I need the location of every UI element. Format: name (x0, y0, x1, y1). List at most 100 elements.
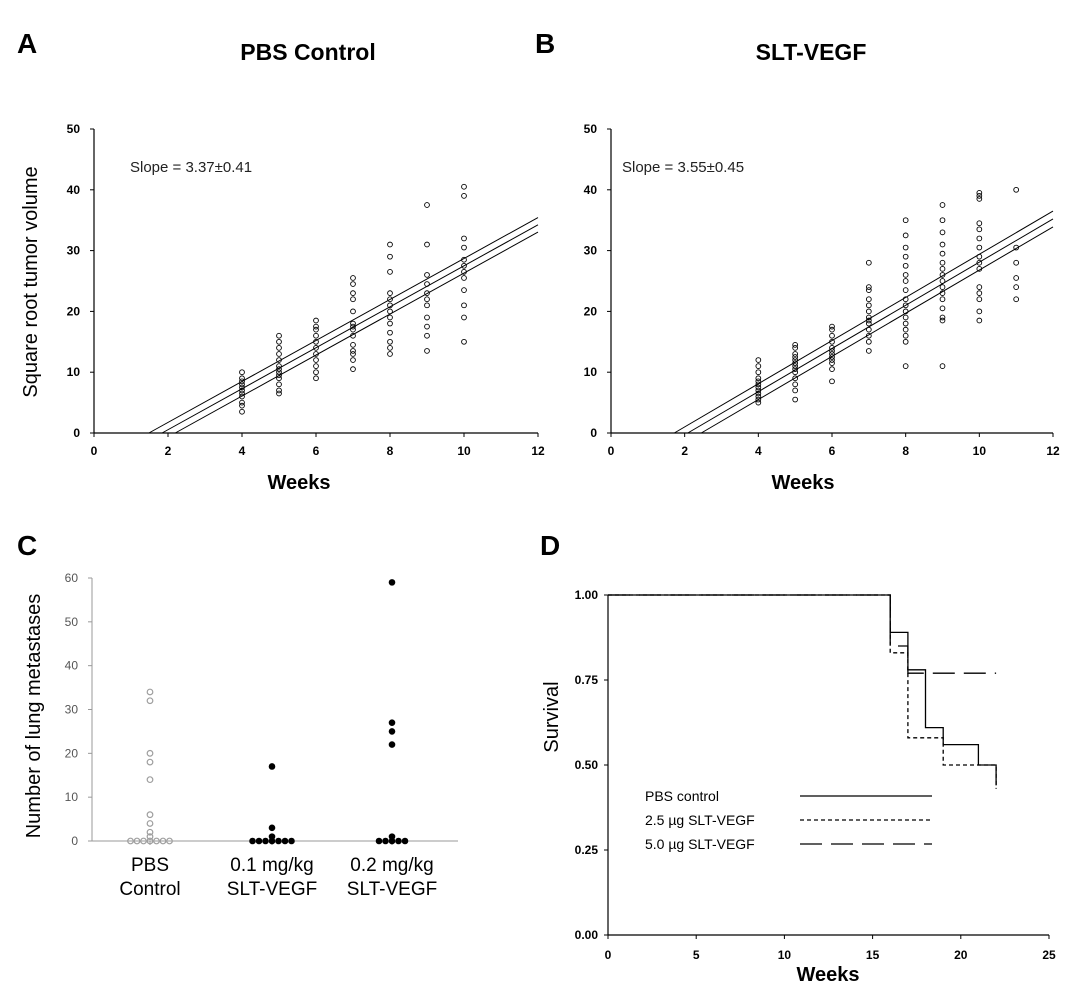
panel-d-series-line-3 (608, 594, 997, 674)
panel-a-xtick-label: 8 (387, 444, 394, 458)
panel-b-data-point (792, 345, 799, 351)
panel-c-category-label: Control (119, 879, 180, 900)
panel-b-ytick-label: 20 (584, 304, 598, 318)
panel-c-data-point (262, 837, 269, 845)
panel-b-data-point (829, 332, 835, 339)
panel-a-data-point (424, 296, 430, 303)
panel-c-data-point (159, 837, 167, 845)
panel-b-data-point (976, 226, 983, 233)
panel-a-data-point (239, 402, 245, 409)
panel-a-data-point (387, 302, 393, 309)
panel-a-data-point (313, 357, 319, 363)
panel-b-xtick-label: 2 (681, 444, 688, 458)
panel-b-data-point (792, 366, 799, 373)
panel-b-data-point (865, 287, 872, 293)
panel-b-data-point (1013, 275, 1020, 281)
panel-b-data-point (976, 253, 983, 260)
panel-b-xtick-label: 8 (902, 444, 909, 458)
panel-b-data-point (902, 314, 909, 321)
panel-b-data-point (939, 290, 946, 297)
panel-a-xtick-label: 0 (91, 444, 98, 458)
panel-b-data-point (939, 363, 946, 369)
panel-c-data-point (401, 837, 409, 845)
panel-b-data-point (829, 360, 835, 366)
panel-b-data-point (939, 265, 946, 272)
panel-b-data-point (792, 396, 799, 403)
panel-letter-a: A (17, 28, 37, 59)
panel-d-ytick-label: 1.00 (575, 588, 599, 602)
panel-c-data-point (140, 837, 147, 845)
panel-b-data-point (976, 220, 983, 227)
panel-b-data-point (976, 196, 983, 202)
panel-c-category-label: SLT-VEGF (227, 879, 317, 900)
panel-c-chart: Number of lung metastases 0102030405060 … (23, 571, 458, 900)
panel-letter-d: D (540, 530, 560, 561)
panel-c-data-point (268, 833, 276, 840)
panel-a-data-point (239, 399, 245, 406)
panel-b-slope-annotation: Slope = 3.55±0.45 (622, 159, 744, 176)
panel-b-data-point (865, 308, 872, 315)
panel-b-data-point (939, 317, 946, 324)
panel-a-data-point (350, 351, 356, 357)
panel-c-ytick-label: 20 (65, 746, 79, 760)
panel-b-data-point (755, 393, 762, 400)
panel-c-data-point (395, 837, 402, 845)
panel-a-data-point (461, 262, 467, 269)
panel-b-data-point (865, 284, 872, 290)
panel-b-data-point (792, 360, 799, 366)
panel-b-data-point (902, 363, 909, 369)
panel-a-data-point (239, 384, 245, 391)
panel-a-data-point (313, 375, 319, 382)
panel-b-data-point (976, 189, 983, 196)
panel-d-xtick-label: 0 (605, 948, 612, 962)
panel-a-data-point (461, 314, 467, 321)
panel-c-data-point (268, 763, 276, 770)
panel-b-data-point (976, 193, 983, 199)
panel-b-data-point (792, 375, 799, 382)
panel-b-title: SLT-VEGF (756, 39, 867, 65)
panel-a-data-point (424, 348, 430, 354)
panel-b-data-point (755, 390, 762, 397)
panel-c-ytick-label: 60 (65, 571, 79, 585)
panel-a-data-point (276, 363, 282, 369)
panel-b-data-point (939, 314, 946, 321)
panel-b-data-point (829, 345, 835, 351)
panel-c-data-point (146, 776, 154, 784)
panel-b-data-point (755, 375, 762, 382)
panel-b-data-point (1013, 186, 1020, 193)
panel-b-data-point (939, 272, 946, 278)
panel-b-data-point (792, 363, 799, 369)
panel-a-data-point (461, 287, 467, 293)
panel-a-ytick-label: 30 (67, 244, 81, 258)
panel-a-fit-line (161, 224, 539, 434)
panel-a-data-point (313, 345, 319, 351)
panel-b-data-point (902, 308, 909, 315)
panel-b-data-point (976, 259, 983, 266)
panel-b-xtick-label: 6 (829, 444, 836, 458)
panel-a-title: PBS Control (240, 39, 375, 65)
panel-b-data-point (902, 320, 909, 327)
panel-c-ytick-label: 40 (65, 659, 79, 673)
panel-b-data-point (755, 399, 762, 406)
panel-b-data-point (829, 357, 835, 363)
panel-b-xlabel: Weeks (771, 472, 834, 494)
panel-a-data-point (461, 183, 467, 190)
panel-b-data-point (939, 278, 946, 284)
panel-d-legend-label: PBS control (645, 788, 719, 804)
panel-a-xlabel: Weeks (267, 472, 330, 494)
panel-a-data-point (350, 320, 356, 327)
panel-a-data-point (313, 326, 319, 333)
panel-b-data-point (902, 302, 909, 309)
panel-letter-c: C (17, 530, 37, 561)
panel-b-data-point (829, 354, 835, 360)
panel-a-data-point (276, 369, 282, 376)
panel-b-data-point (1013, 284, 1020, 290)
panel-b-data-point (939, 241, 946, 248)
panel-d-xtick-label: 20 (954, 948, 968, 962)
panel-b-data-point (902, 262, 909, 269)
panel-a-data-point (239, 390, 245, 397)
panel-a-data-point (313, 338, 319, 345)
panel-a-data-point (350, 275, 356, 281)
panel-b-fit-lower-line (701, 226, 1054, 434)
panel-c-data-point (146, 811, 154, 819)
